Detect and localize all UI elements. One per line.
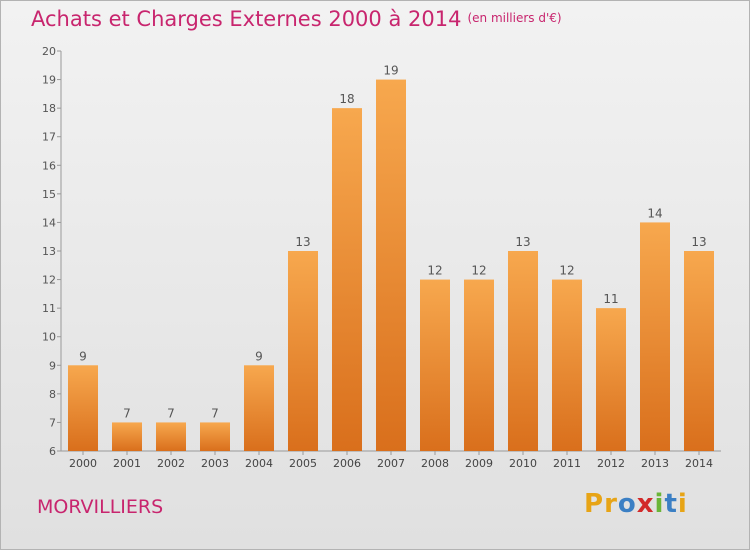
value-label: 12 [427,264,442,278]
y-tick-label: 17 [42,131,56,144]
value-label: 12 [471,264,486,278]
y-tick-label: 9 [49,359,56,372]
y-tick-label: 13 [42,245,56,258]
bar [200,422,230,451]
bar [464,279,494,451]
x-tick-label: 2001 [113,457,141,470]
value-label: 13 [295,235,310,249]
y-tick-label: 11 [42,302,56,315]
bar [156,422,186,451]
x-tick-label: 2005 [289,457,317,470]
bar [640,222,670,451]
value-label: 19 [383,64,398,78]
y-tick-label: 14 [42,216,56,229]
x-tick-label: 2011 [553,457,581,470]
x-tick-label: 2002 [157,457,185,470]
proxiti-logo: Proxiti [584,489,688,519]
logo-letter: x [636,489,655,519]
value-label: 13 [691,235,706,249]
x-tick-label: 2007 [377,457,405,470]
value-label: 9 [255,349,263,363]
value-label: 12 [559,264,574,278]
value-label: 7 [123,406,131,420]
y-tick-label: 15 [42,188,56,201]
bar [596,308,626,451]
bar [68,365,98,451]
bar [288,251,318,451]
value-label: 7 [167,406,175,420]
logo-letter: P [584,489,605,519]
x-tick-label: 2013 [641,457,669,470]
x-tick-label: 2004 [245,457,273,470]
y-tick-label: 7 [49,416,56,429]
value-label: 11 [603,292,618,306]
value-label: 13 [515,235,530,249]
bar [420,279,450,451]
y-tick-label: 16 [42,159,56,172]
logo-letter: i [677,489,688,519]
x-tick-label: 2006 [333,457,361,470]
bar [376,79,406,452]
y-tick-label: 6 [49,445,56,458]
bar [112,422,142,451]
y-tick-label: 8 [49,388,56,401]
value-label: 14 [647,206,662,220]
value-label: 9 [79,349,87,363]
value-label: 18 [339,92,354,106]
logo-letter: t [664,489,678,519]
y-tick-label: 10 [42,331,56,344]
value-label: 7 [211,406,219,420]
x-tick-label: 2000 [69,457,97,470]
commune-name: MORVILLIERS [37,496,164,518]
title-text: Achats et Charges Externes 2000 à 2014 [31,7,462,31]
x-tick-label: 2014 [685,457,713,470]
bar [552,279,582,451]
y-tick-label: 19 [42,74,56,87]
logo-letter: o [617,489,637,519]
bar [332,108,362,452]
y-tick-label: 20 [42,45,56,58]
x-tick-label: 2009 [465,457,493,470]
x-tick-label: 2003 [201,457,229,470]
bar [244,365,274,451]
title-unit: (en milliers d'€) [467,11,562,25]
y-tick-label: 18 [42,102,56,115]
bar [684,251,714,451]
x-tick-label: 2010 [509,457,537,470]
logo-letter: r [604,489,618,519]
x-tick-label: 2012 [597,457,625,470]
bar [508,251,538,451]
chart-title: Achats et Charges Externes 2000 à 2014 (e… [31,7,562,31]
x-tick-label: 2008 [421,457,449,470]
logo-letter: i [654,489,665,519]
y-tick-label: 12 [42,274,56,287]
